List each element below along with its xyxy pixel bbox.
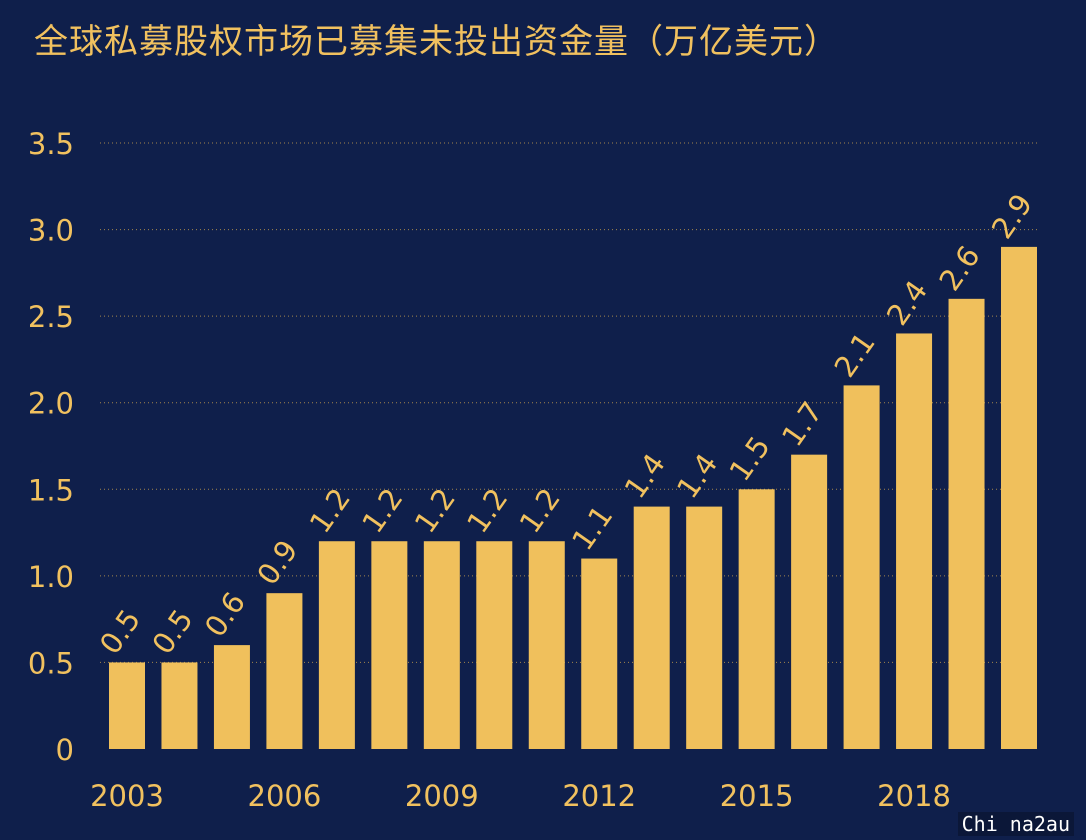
bar bbox=[318, 541, 355, 749]
bar bbox=[266, 593, 303, 749]
bar bbox=[633, 506, 670, 749]
x-tick-label: 2015 bbox=[720, 779, 794, 813]
bar bbox=[948, 298, 985, 749]
x-tick-label: 2012 bbox=[562, 779, 636, 813]
data-label: 2.9 bbox=[985, 188, 1039, 245]
data-label: 0.5 bbox=[93, 603, 147, 660]
watermark: Chi na2au bbox=[957, 812, 1074, 836]
y-tick-label: 3.0 bbox=[28, 214, 74, 248]
y-tick-label: 2.5 bbox=[28, 300, 74, 334]
bar bbox=[1001, 246, 1037, 749]
y-tick-label: 1.0 bbox=[28, 560, 74, 594]
data-label: 1.2 bbox=[460, 482, 514, 539]
data-label: 1.4 bbox=[618, 447, 672, 504]
y-tick-label: 0.5 bbox=[28, 646, 74, 680]
x-tick-label: 2018 bbox=[877, 779, 951, 813]
data-label: 1.2 bbox=[355, 482, 409, 539]
data-label: 1.5 bbox=[723, 430, 777, 487]
data-label: 1.2 bbox=[408, 482, 462, 539]
data-label: 1.4 bbox=[670, 447, 724, 504]
y-tick-label: 3.5 bbox=[28, 127, 74, 161]
x-tick-label: 2003 bbox=[90, 779, 164, 813]
x-tick-label: 2006 bbox=[248, 779, 322, 813]
x-tick-label: 2009 bbox=[405, 779, 479, 813]
bar bbox=[896, 333, 933, 749]
data-label: 0.9 bbox=[250, 534, 304, 591]
bar bbox=[161, 662, 198, 749]
bar bbox=[371, 541, 408, 749]
y-tick-label: 0 bbox=[56, 733, 74, 767]
data-label: 2.1 bbox=[827, 326, 881, 383]
bar bbox=[581, 558, 618, 749]
bar bbox=[686, 506, 723, 749]
bar bbox=[476, 541, 513, 749]
bar bbox=[528, 541, 565, 749]
data-label: 0.5 bbox=[145, 603, 199, 660]
data-label: 1.2 bbox=[303, 482, 357, 539]
data-label: 2.4 bbox=[880, 274, 934, 331]
data-label: 1.2 bbox=[513, 482, 567, 539]
chart-title: 全球私募股权市场已募集未投出资金量（万亿美元） bbox=[34, 22, 839, 62]
bar bbox=[738, 489, 775, 749]
y-tick-label: 2.0 bbox=[28, 387, 74, 421]
bar bbox=[109, 662, 145, 749]
bar bbox=[213, 645, 250, 749]
bar bbox=[843, 385, 880, 749]
bar bbox=[423, 541, 460, 749]
y-tick-label: 1.5 bbox=[28, 473, 74, 507]
data-label: 0.6 bbox=[198, 586, 252, 643]
data-label: 2.6 bbox=[932, 240, 986, 297]
data-label: 1.7 bbox=[775, 395, 829, 452]
bar bbox=[791, 454, 828, 749]
data-label: 1.1 bbox=[565, 499, 619, 556]
